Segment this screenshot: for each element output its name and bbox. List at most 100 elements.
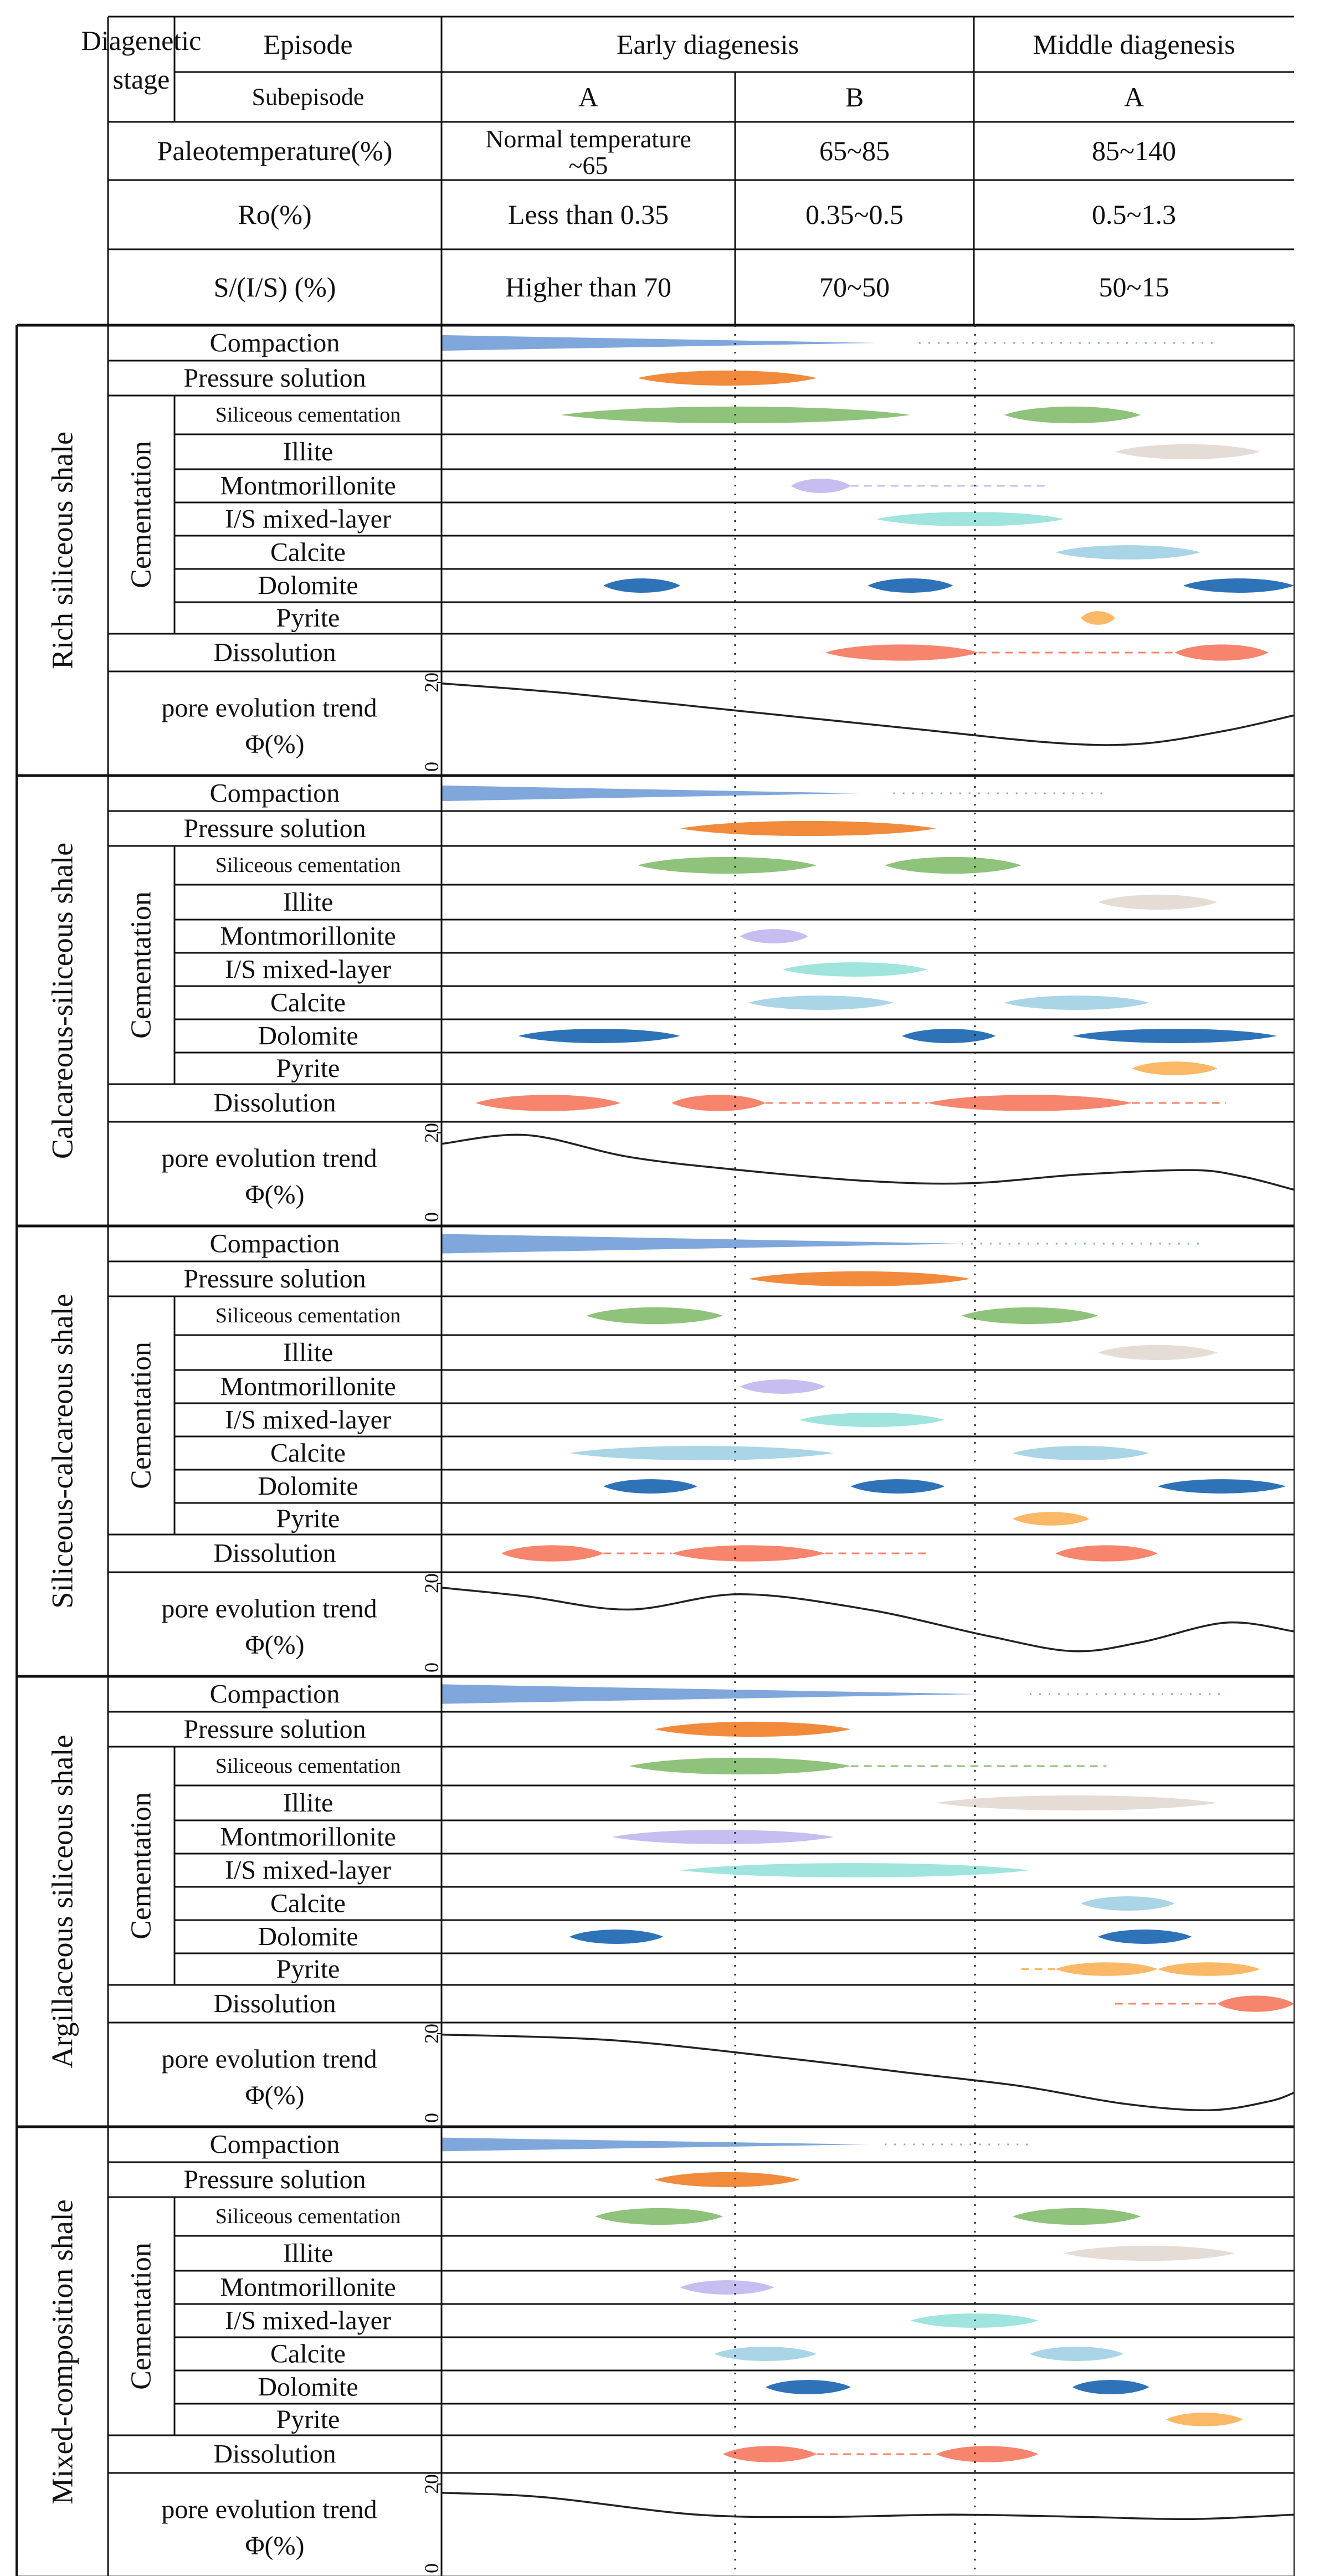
pore-evolution-curve: [441, 2033, 1295, 2112]
param-value-a: Less than 0.35: [508, 199, 669, 230]
process-lens-illite: [1115, 444, 1260, 460]
cementation-label: Cementation: [126, 1792, 157, 1939]
process-lens-calcite: [1004, 995, 1149, 1010]
param-label: Paleotemperature(%): [157, 135, 393, 166]
porosity-symbol: Φ(%): [245, 730, 304, 759]
process-label-pressure: Pressure solution: [183, 1715, 366, 1744]
process-lens-pressure: [637, 370, 817, 386]
compaction-wedge: [442, 1684, 979, 1704]
process-lens-dissolution: [671, 1545, 825, 1562]
process-label-dissolution: Dissolution: [213, 1089, 336, 1118]
process-lens-illite: [936, 1795, 1218, 1811]
process-lens-dolomite: [902, 1029, 996, 1043]
param-value-b: 70~50: [819, 271, 890, 302]
subepisode-c: A: [1124, 81, 1144, 112]
pore-trend-label: pore evolution trend: [161, 2044, 377, 2074]
process-lens-dissolution: [927, 1095, 1132, 1111]
param-value-c: 85~140: [1092, 135, 1176, 166]
process-lens-calcite: [569, 1446, 834, 1460]
axis-tick-min: 0: [420, 1212, 443, 1222]
section-name: Calcareous-siliceous shale: [46, 843, 79, 1159]
param-value-b: 0.35~0.5: [805, 199, 904, 230]
process-lens-illite: [1064, 2245, 1235, 2261]
process-label-pressure: Pressure solution: [183, 1264, 366, 1294]
param-value-c: 50~15: [1099, 271, 1169, 302]
process-label-calcite: Calcite: [270, 538, 346, 567]
process-label-pyrite: Pyrite: [276, 2405, 340, 2434]
process-lens-pyrite: [1157, 1962, 1260, 1976]
process-lens-dissolution: [501, 1545, 604, 1562]
process-lens-is_mixed: [680, 1863, 1030, 1877]
process-lens-dolomite: [518, 1029, 680, 1043]
process-lens-dolomite: [1157, 1479, 1286, 1494]
process-lens-is_mixed: [876, 512, 1064, 526]
process-lens-calcite: [748, 995, 894, 1010]
param-value-b: 65~85: [819, 135, 890, 166]
process-label-compaction: Compaction: [210, 329, 340, 358]
process-lens-pressure: [748, 1271, 971, 1287]
process-label-siliceous: Siliceous cementation: [215, 854, 401, 877]
axis-tick-min: 0: [420, 762, 443, 772]
process-label-dolomite: Dolomite: [258, 571, 358, 601]
process-lens-calcite: [1055, 545, 1200, 560]
process-lens-pyrite: [1081, 611, 1115, 625]
process-lens-dolomite: [569, 1930, 664, 1944]
param-value-a: Higher than 70: [505, 271, 671, 302]
process-label-pressure: Pressure solution: [183, 814, 366, 843]
process-lens-illite: [1098, 894, 1218, 910]
process-label-dolomite: Dolomite: [258, 2373, 358, 2402]
process-label-siliceous: Siliceous cementation: [215, 403, 401, 427]
process-label-compaction: Compaction: [210, 1229, 340, 1259]
process-lens-siliceous: [629, 1757, 851, 1775]
process-lens-calcite: [1081, 1896, 1175, 1911]
process-lens-siliceous: [961, 1307, 1099, 1325]
process-lens-siliceous: [1013, 2208, 1141, 2225]
process-lens-dissolution: [825, 644, 979, 661]
process-lens-siliceous: [595, 2208, 723, 2225]
porosity-symbol: Φ(%): [245, 1630, 304, 1660]
process-label-pyrite: Pyrite: [276, 603, 340, 633]
process-label-siliceous: Siliceous cementation: [215, 1304, 401, 1327]
porosity-symbol: Φ(%): [245, 2081, 304, 2110]
process-label-dissolution: Dissolution: [213, 638, 336, 668]
process-lens-illite: [1098, 1345, 1218, 1361]
cementation-label: Cementation: [126, 1342, 157, 1489]
process-lens-pyrite: [1055, 1962, 1158, 1976]
subepisode-b: B: [845, 81, 864, 112]
process-label-pressure: Pressure solution: [183, 2165, 366, 2194]
pore-trend-label: pore evolution trend: [161, 1143, 377, 1173]
process-lens-dolomite: [765, 2380, 851, 2394]
process-label-montmorillonite: Montmorillonite: [220, 922, 396, 951]
process-label-compaction: Compaction: [210, 1680, 340, 1709]
process-lens-is_mixed: [799, 1413, 945, 1427]
axis-tick-min: 0: [420, 2113, 443, 2123]
pore-evolution-curve: [441, 2492, 1295, 2521]
process-label-calcite: Calcite: [270, 1889, 346, 1918]
cementation-label: Cementation: [126, 2243, 157, 2390]
process-lens-dissolution: [671, 1095, 766, 1111]
process-label-dissolution: Dissolution: [213, 1539, 336, 1568]
pore-evolution-curve: [441, 1587, 1295, 1653]
process-lens-calcite: [714, 2347, 817, 2361]
process-label-pressure: Pressure solution: [183, 363, 366, 393]
process-label-pyrite: Pyrite: [276, 1504, 340, 1533]
process-label-compaction: Compaction: [210, 2130, 340, 2159]
cementation-label: Cementation: [126, 441, 157, 588]
process-label-illite: Illite: [283, 887, 333, 917]
early-diagenesis-label: Early diagenesis: [617, 29, 799, 60]
process-lens-montmorillonite: [612, 1830, 834, 1844]
porosity-symbol: Φ(%): [245, 1180, 304, 1209]
process-lens-montmorillonite: [740, 1379, 825, 1394]
pore-trend-label: pore evolution trend: [161, 2495, 377, 2524]
process-lens-montmorillonite: [680, 2280, 774, 2295]
process-label-is_mixed: I/S mixed-layer: [225, 955, 391, 984]
axis-tick-min: 0: [420, 1662, 443, 1672]
process-label-is_mixed: I/S mixed-layer: [225, 1856, 391, 1885]
process-label-calcite: Calcite: [270, 988, 346, 1018]
param-label: Ro(%): [238, 199, 311, 230]
process-label-dolomite: Dolomite: [258, 1022, 358, 1051]
process-lens-dissolution: [1055, 1545, 1158, 1562]
process-label-pyrite: Pyrite: [276, 1054, 340, 1083]
